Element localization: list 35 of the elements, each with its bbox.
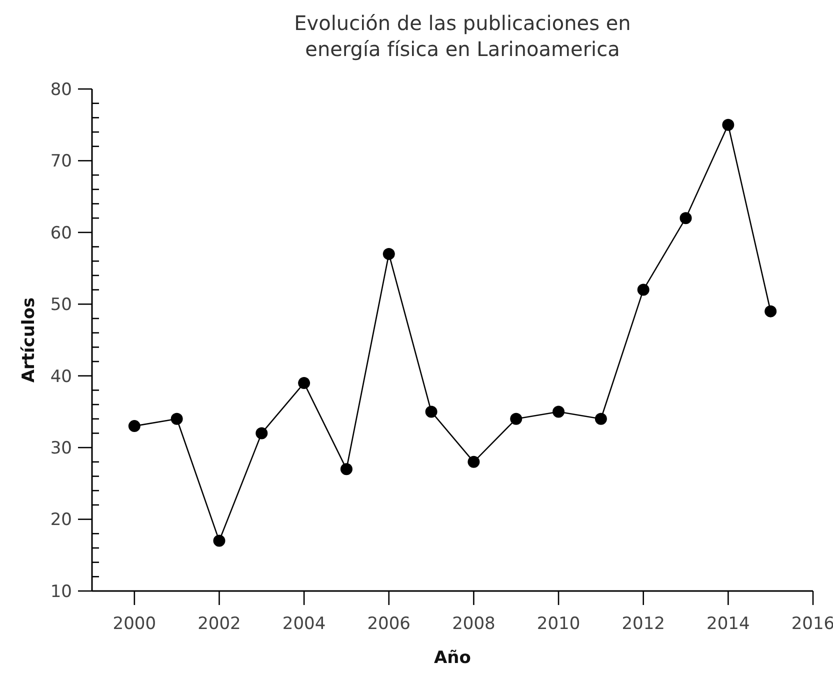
point xyxy=(722,118,734,131)
point xyxy=(510,412,522,425)
point xyxy=(382,248,395,260)
x-tick-label: 2000 xyxy=(112,614,156,634)
point xyxy=(637,284,650,296)
point xyxy=(552,406,565,418)
point xyxy=(680,212,692,224)
y-tick-label: 60 xyxy=(50,223,72,244)
y-tick-label: 20 xyxy=(50,510,72,530)
chart-title: Evolución de las publicaciones en energía física en Larinoamerica xyxy=(294,11,631,61)
y-tick-label: 50 xyxy=(50,295,72,316)
point xyxy=(340,463,352,476)
x-tick-label: 2004 xyxy=(282,614,326,634)
x-tick-label: 2010 xyxy=(536,614,580,634)
point xyxy=(213,534,226,547)
point xyxy=(170,412,183,425)
y-tick-label: 80 xyxy=(50,80,72,100)
point xyxy=(128,420,140,432)
x-tick-label: 2014 xyxy=(706,614,750,634)
x-tick-label: 2006 xyxy=(367,614,411,634)
point xyxy=(256,427,268,440)
y-tick-label: 70 xyxy=(50,152,72,172)
point xyxy=(468,456,480,468)
y-tick-label: 40 xyxy=(50,366,72,387)
x-tick-label: 2002 xyxy=(198,614,241,634)
x-axis-title: Año xyxy=(434,648,471,668)
point xyxy=(425,406,438,418)
point xyxy=(764,305,777,318)
x-tick-label: 2012 xyxy=(622,614,665,634)
point xyxy=(298,377,310,390)
y-tick-label: 30 xyxy=(50,438,72,459)
y-tick-label: 10 xyxy=(50,582,72,602)
point xyxy=(594,412,607,425)
y-axis-title: Artículos xyxy=(19,297,39,383)
x-tick-label: 2008 xyxy=(452,614,496,634)
